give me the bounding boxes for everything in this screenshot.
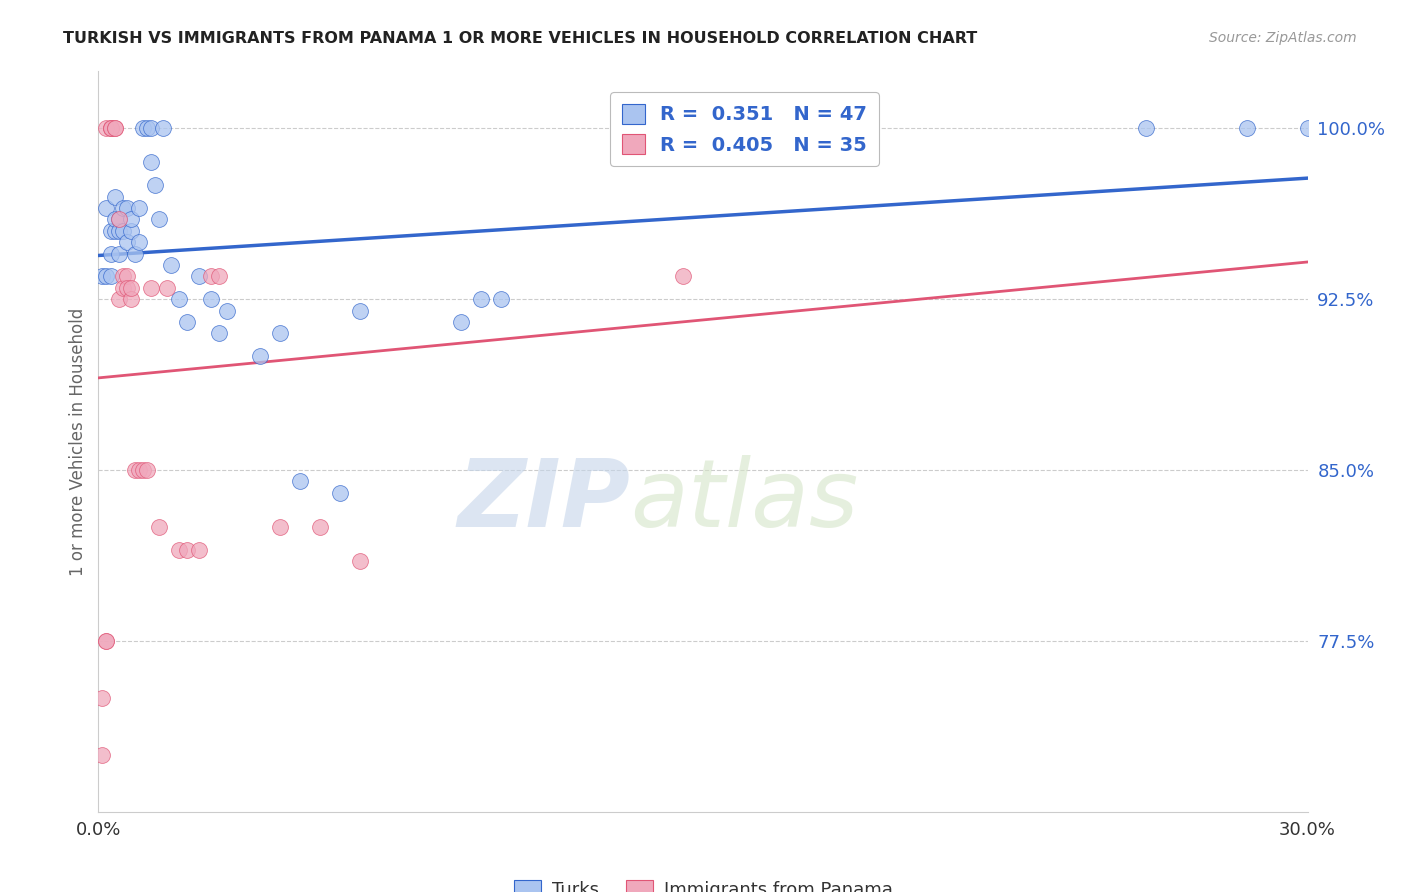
- Point: [115, 235, 138, 250]
- Point: [148, 212, 170, 227]
- Text: TURKISH VS IMMIGRANTS FROM PANAMA 1 OR MORE VEHICLES IN HOUSEHOLD CORRELATION CH: TURKISH VS IMMIGRANTS FROM PANAMA 1 OR M…: [63, 31, 977, 46]
- Point: [269, 326, 291, 341]
- Point: [100, 224, 122, 238]
- Point: [111, 224, 134, 238]
- Point: [111, 269, 134, 284]
- Point: [631, 121, 654, 136]
- Point: [188, 269, 211, 284]
- Point: [120, 224, 142, 238]
- Point: [176, 542, 198, 557]
- Point: [115, 269, 138, 284]
- Point: [107, 292, 129, 306]
- Point: [200, 269, 222, 284]
- Point: [124, 246, 146, 260]
- Text: ZIP: ZIP: [457, 455, 630, 547]
- Point: [156, 281, 179, 295]
- Point: [132, 121, 155, 136]
- Point: [148, 520, 170, 534]
- Point: [139, 155, 162, 169]
- Point: [208, 326, 231, 341]
- Point: [470, 292, 492, 306]
- Point: [450, 315, 472, 329]
- Point: [107, 212, 129, 227]
- Point: [1135, 121, 1157, 136]
- Point: [167, 292, 190, 306]
- Point: [100, 246, 122, 260]
- Point: [107, 224, 129, 238]
- Point: [349, 554, 371, 568]
- Point: [288, 475, 311, 489]
- Point: [115, 201, 138, 215]
- Point: [152, 121, 174, 136]
- Point: [91, 269, 114, 284]
- Text: Source: ZipAtlas.com: Source: ZipAtlas.com: [1209, 31, 1357, 45]
- Point: [1296, 121, 1319, 136]
- Point: [309, 520, 332, 534]
- Point: [491, 292, 513, 306]
- Point: [103, 212, 125, 227]
- Point: [128, 463, 150, 477]
- Point: [249, 349, 271, 363]
- Point: [103, 224, 125, 238]
- Point: [217, 303, 239, 318]
- Point: [124, 463, 146, 477]
- Point: [96, 633, 118, 648]
- Point: [128, 235, 150, 250]
- Y-axis label: 1 or more Vehicles in Household: 1 or more Vehicles in Household: [69, 308, 87, 575]
- Point: [139, 281, 162, 295]
- Legend: Turks, Immigrants from Panama: Turks, Immigrants from Panama: [506, 872, 900, 892]
- Point: [96, 201, 118, 215]
- Point: [96, 633, 118, 648]
- Point: [100, 121, 122, 136]
- Point: [96, 121, 118, 136]
- Point: [135, 463, 157, 477]
- Point: [349, 303, 371, 318]
- Point: [111, 201, 134, 215]
- Point: [96, 269, 118, 284]
- Point: [120, 292, 142, 306]
- Point: [160, 258, 183, 272]
- Point: [733, 121, 755, 136]
- Point: [107, 212, 129, 227]
- Point: [128, 201, 150, 215]
- Point: [100, 269, 122, 284]
- Point: [143, 178, 166, 193]
- Point: [139, 121, 162, 136]
- Point: [91, 747, 114, 762]
- Point: [120, 212, 142, 227]
- Point: [167, 542, 190, 557]
- Point: [135, 121, 157, 136]
- Point: [111, 281, 134, 295]
- Point: [100, 121, 122, 136]
- Point: [103, 121, 125, 136]
- Point: [200, 292, 222, 306]
- Point: [672, 269, 695, 284]
- Point: [100, 121, 122, 136]
- Point: [1236, 121, 1258, 136]
- Point: [132, 463, 155, 477]
- Point: [208, 269, 231, 284]
- Point: [103, 189, 125, 203]
- Point: [269, 520, 291, 534]
- Point: [103, 121, 125, 136]
- Point: [91, 690, 114, 705]
- Point: [176, 315, 198, 329]
- Point: [120, 281, 142, 295]
- Point: [329, 485, 352, 500]
- Point: [107, 246, 129, 260]
- Point: [188, 542, 211, 557]
- Text: atlas: atlas: [630, 455, 859, 546]
- Point: [115, 281, 138, 295]
